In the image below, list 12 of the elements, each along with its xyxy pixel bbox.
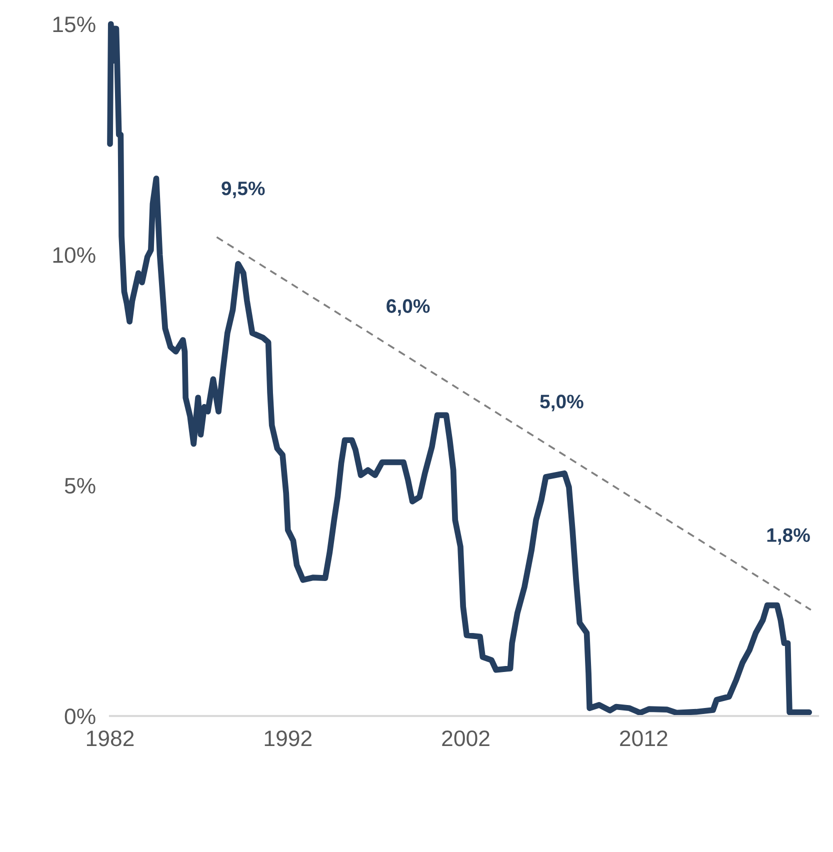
x-tick-label: 2012 (620, 730, 668, 746)
annotation: 1,8% (767, 528, 810, 545)
y-tick-label: 15% (53, 16, 96, 32)
y-tick-label: 0% (64, 708, 96, 724)
x-tick-label: 1982 (86, 730, 134, 746)
y-tick-label: 5% (64, 478, 96, 494)
y-tick-label: 10% (53, 247, 96, 263)
x-tick-label: 1992 (264, 730, 312, 746)
annotation: 5,0% (540, 394, 584, 412)
x-tick-label: 2002 (442, 730, 490, 746)
annotation: 6,0% (386, 299, 430, 316)
annotation: 9,5% (222, 182, 265, 198)
